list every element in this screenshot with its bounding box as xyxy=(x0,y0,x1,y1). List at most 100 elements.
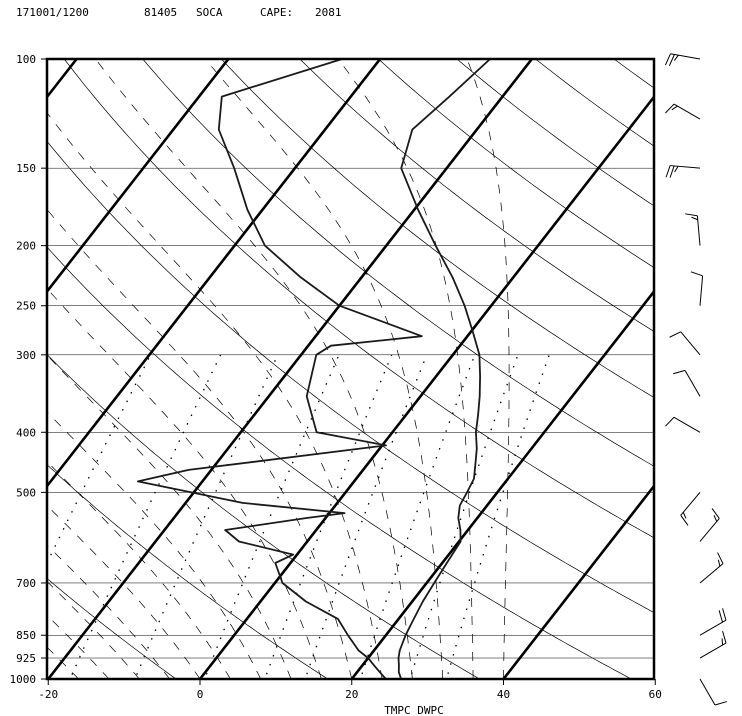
temperature-tick-label: -20 xyxy=(38,688,58,701)
mixing-ratio-line xyxy=(445,354,550,679)
temperature-profile xyxy=(397,59,491,679)
dry-adiabat xyxy=(220,59,654,398)
wind-barb-feather xyxy=(673,54,679,61)
pressure-tick-label: 850 xyxy=(16,629,36,642)
dry-adiabat xyxy=(142,59,654,467)
temperature-tick-label: 0 xyxy=(197,688,204,701)
wind-barb xyxy=(669,331,701,356)
wind-barb-feather xyxy=(718,610,723,623)
dry-adiabat xyxy=(534,59,654,147)
wind-barb-feather xyxy=(680,515,689,526)
wind-barb-feather xyxy=(711,508,720,519)
plot-frame xyxy=(45,57,656,681)
wind-barb xyxy=(690,271,704,306)
wind-barb xyxy=(672,369,701,397)
pressure-tick-label: 300 xyxy=(16,349,36,362)
header-station-id: 81405 xyxy=(144,6,177,19)
moist-adiabat xyxy=(47,461,231,679)
moist-adiabat xyxy=(466,59,510,679)
pressure-tick-label: 925 xyxy=(16,652,36,665)
pressure-tick-label: 700 xyxy=(16,577,36,590)
axes: 100 150 200 250 300 400 500 700 850 925 1000-20 0 20… xyxy=(10,53,662,701)
header-datetime: 171001/1200 xyxy=(16,6,89,19)
temperature-tick-label: 60 xyxy=(649,688,662,701)
sounding-profiles xyxy=(136,59,491,679)
dry-adiabat xyxy=(47,140,654,613)
pressure-tick-label: 150 xyxy=(16,162,36,175)
mixing-ratio-line xyxy=(264,354,393,679)
wind-barb xyxy=(699,630,727,659)
pressure-tick-label: 250 xyxy=(16,300,36,313)
wind-barb-feather xyxy=(669,165,675,178)
pressure-tick-label: 400 xyxy=(16,426,36,439)
moist-adiabat xyxy=(47,646,79,679)
wind-barb-staff xyxy=(699,642,727,659)
wind-barb xyxy=(699,552,724,584)
dry-adiabat xyxy=(47,354,481,679)
moist-adiabat xyxy=(337,59,474,679)
wind-barb-feather xyxy=(691,216,698,221)
wind-barb xyxy=(685,213,701,246)
wind-barb-feather xyxy=(713,515,718,522)
isotherm-line xyxy=(350,289,654,679)
moist-adiabat xyxy=(47,208,353,679)
header-cape-value: 2081 xyxy=(315,6,342,19)
header-cape-label: CAPE: xyxy=(260,6,293,19)
mixing-ratio-line xyxy=(409,354,519,679)
wind-barb xyxy=(665,416,701,433)
wind-barb-feather xyxy=(674,165,679,173)
wind-barb-staff xyxy=(699,563,724,584)
wind-barb-feather xyxy=(717,559,721,567)
wind-barb xyxy=(680,492,701,526)
isotherm-line xyxy=(47,59,534,679)
pressure-tick-label: 200 xyxy=(16,240,36,253)
wind-barb-feather xyxy=(665,416,675,427)
moist-adiabat xyxy=(47,411,262,679)
dry-adiabat xyxy=(377,59,654,269)
dry-adiabat xyxy=(299,59,654,332)
wind-barb-feather xyxy=(722,608,727,621)
isotherm-line xyxy=(198,94,654,679)
wind-barb-staff xyxy=(680,331,701,356)
mixing-ratio-line xyxy=(134,354,279,679)
wind-barb-staff xyxy=(680,492,701,516)
mixing-ratio-line xyxy=(69,354,222,679)
moist-adiabat xyxy=(47,580,140,679)
wind-barb-feather xyxy=(690,271,703,277)
moist-adiabat xyxy=(47,354,292,679)
wind-barb-feather xyxy=(671,105,678,111)
isotherm-line xyxy=(501,483,654,679)
wind-barb-staff xyxy=(673,416,701,433)
wind-barb-staff xyxy=(673,103,701,120)
dry-adiabat xyxy=(47,577,177,679)
isotherm-line xyxy=(653,678,654,679)
temperature-tick-label: 20 xyxy=(345,688,358,701)
wind-barb-staff xyxy=(684,370,701,397)
wind-barb-staff xyxy=(670,53,701,60)
wind-barb-feather xyxy=(665,103,675,114)
isotherm-line xyxy=(47,59,79,100)
moist-adiabat xyxy=(47,112,383,679)
isotherm-line xyxy=(47,59,382,489)
header-station-name: SOCA xyxy=(196,6,223,19)
dewpoint-profile xyxy=(136,59,423,679)
pressure-tick-label: 1000 xyxy=(10,673,37,686)
pressure-tick-label: 500 xyxy=(16,486,36,499)
background-grid xyxy=(47,59,654,679)
wind-barb-staff xyxy=(699,518,720,542)
chart-header: 171001/1200 81405 SOCA CAPE: 2081 xyxy=(16,6,342,19)
wind-barb-feather xyxy=(685,213,698,217)
moist-adiabat xyxy=(95,59,413,679)
wind-barb-feather xyxy=(722,630,727,644)
wind-barb-feather xyxy=(668,54,675,66)
mixing-ratio-line xyxy=(359,354,476,679)
wind-barb-staff xyxy=(699,619,727,636)
moist-adiabat xyxy=(47,505,201,679)
wind-barb-feather xyxy=(682,512,687,519)
wind-barb xyxy=(664,53,701,66)
temperature-tick-label: 40 xyxy=(497,688,510,701)
dry-adiabat xyxy=(456,59,654,207)
wind-barb-staff xyxy=(699,275,704,306)
dry-adiabat xyxy=(47,464,329,679)
